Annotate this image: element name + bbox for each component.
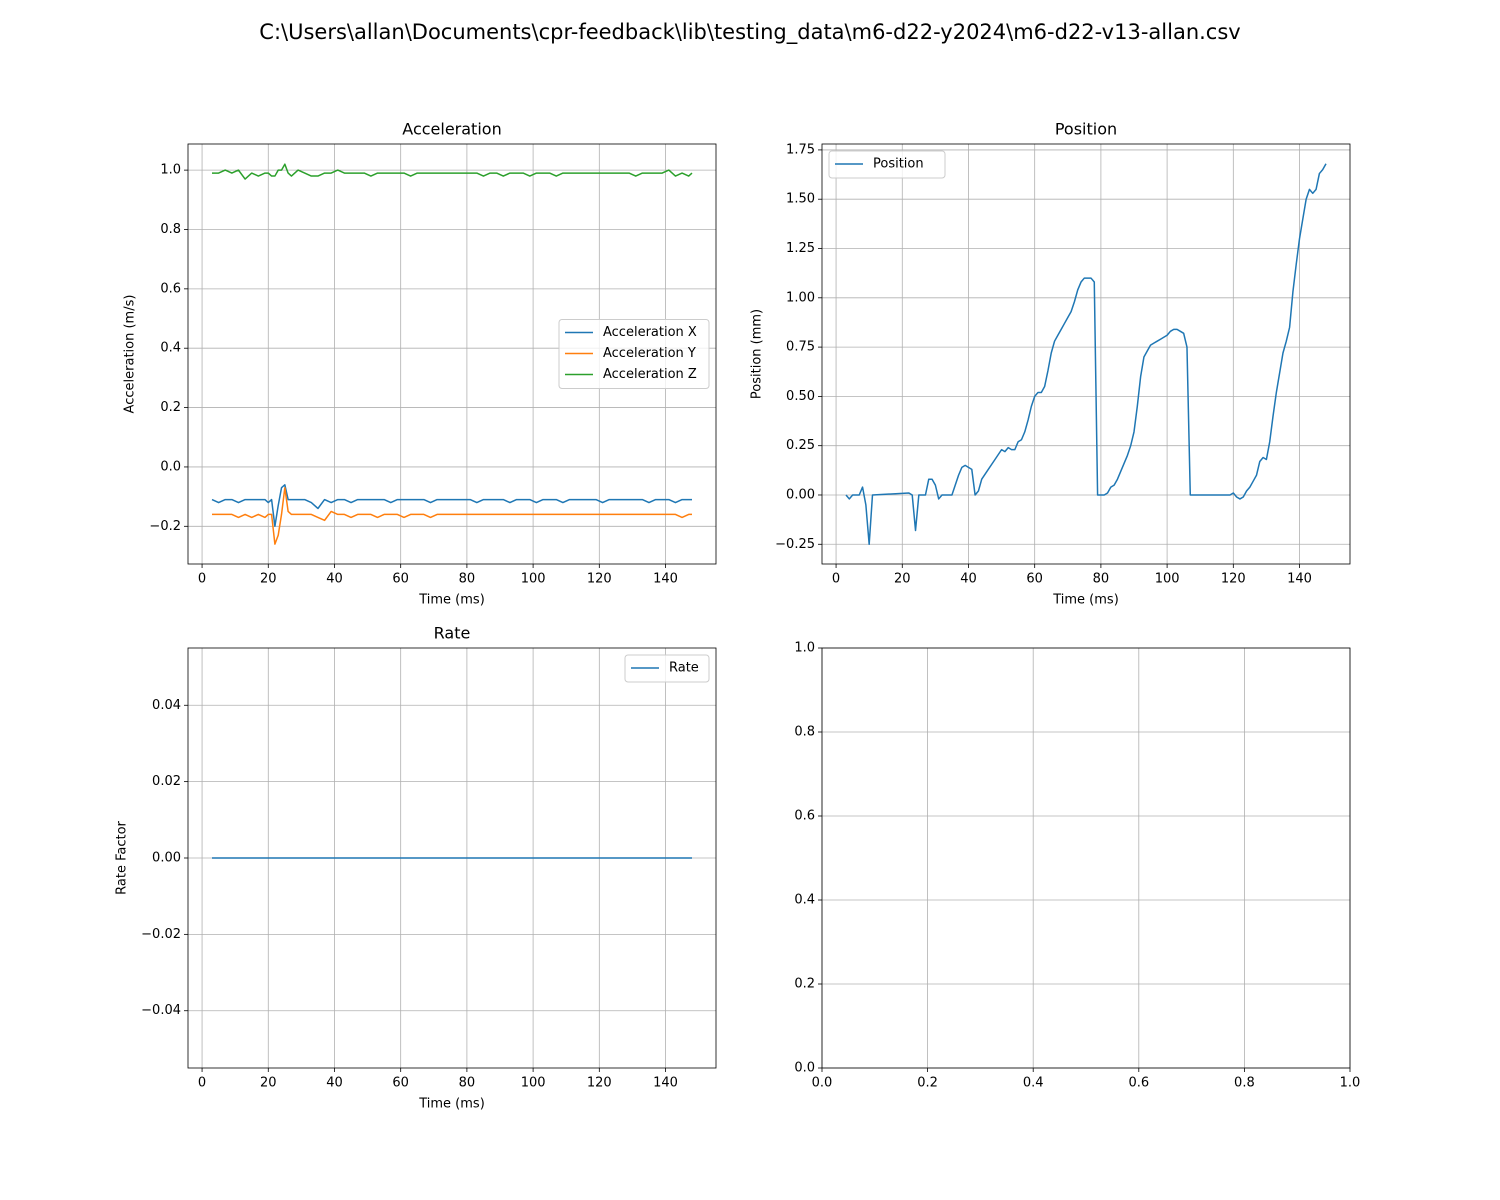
y-tick-label: 0.2 xyxy=(794,977,815,992)
subplot: 0 20 40 60 80 100 120 140 −0.2 0.0 0.2 0.4 0.6 0.8 1.0… xyxy=(123,120,717,608)
y-tick-label: 1.75 xyxy=(786,142,815,157)
x-tick-label: 60 xyxy=(392,572,409,587)
series-line xyxy=(845,163,1327,546)
legend: Acceleration X Acceleration Y Acceleration… xyxy=(558,319,710,389)
y-tick-label: 0.00 xyxy=(786,487,815,502)
y-tick-label: −0.02 xyxy=(141,927,181,942)
legend-frame xyxy=(624,654,710,683)
x-tick-label: 80 xyxy=(1093,572,1110,587)
x-tick-label: 140 xyxy=(653,1076,678,1091)
y-tick-label: 0.0 xyxy=(794,1061,815,1076)
legend-label: Position xyxy=(873,157,924,172)
x-axis-label: Time (ms) xyxy=(1052,593,1119,608)
y-tick-label: 0.50 xyxy=(786,389,815,404)
y-tick-label: 0.04 xyxy=(152,698,181,713)
x-tick-label: 120 xyxy=(587,1076,612,1091)
legend-label: Acceleration X xyxy=(603,325,697,340)
legend-frame xyxy=(828,150,946,179)
x-tick-label: 100 xyxy=(1155,572,1180,587)
series-line xyxy=(212,486,692,545)
legend-label: Acceleration Y xyxy=(603,346,696,361)
subplot: 0 20 40 60 80 100 120 140 −0.25 0.00 0.25 0.50 0.75 1… xyxy=(750,120,1351,608)
x-tick-label: 80 xyxy=(459,1076,476,1091)
legend-frame xyxy=(558,319,710,389)
y-tick-label: 1.25 xyxy=(786,241,815,256)
x-tick-label: 120 xyxy=(1221,572,1246,587)
y-tick-label: 1.0 xyxy=(794,641,815,656)
y-tick-label: 0.02 xyxy=(152,774,181,789)
axes-frame xyxy=(821,143,1351,565)
legend: Position xyxy=(828,150,946,179)
y-tick-label: 1.50 xyxy=(786,192,815,207)
subplot: 0.0 0.2 0.4 0.6 0.8 1.0 0.0 0.2 0.4 0.6 0.8 1.0 xyxy=(794,641,1360,1091)
y-axis-label: Position (mm) xyxy=(750,309,765,399)
x-tick-label: 20 xyxy=(260,572,277,587)
x-tick-label: 0.0 xyxy=(812,1076,833,1091)
x-tick-label: 0 xyxy=(198,572,206,587)
x-tick-label: 0 xyxy=(198,1076,206,1091)
x-tick-label: 100 xyxy=(521,572,546,587)
x-tick-label: 0.6 xyxy=(1128,1076,1149,1091)
x-tick-label: 40 xyxy=(960,572,977,587)
x-tick-label: 140 xyxy=(1287,572,1312,587)
x-tick-label: 1.0 xyxy=(1340,1076,1361,1091)
x-tick-label: 60 xyxy=(1026,572,1043,587)
x-tick-label: 0.8 xyxy=(1234,1076,1255,1091)
x-tick-label: 40 xyxy=(326,1076,343,1091)
x-tick-label: 0 xyxy=(832,572,840,587)
x-tick-label: 40 xyxy=(326,572,343,587)
y-tick-label: 0.25 xyxy=(786,438,815,453)
x-axis-label: Time (ms) xyxy=(418,1097,485,1112)
y-tick-label: −0.2 xyxy=(149,519,181,534)
y-tick-label: 0.8 xyxy=(794,725,815,740)
subplot-title: Position xyxy=(1055,120,1117,139)
x-tick-label: 20 xyxy=(894,572,911,587)
subplot-title: Acceleration xyxy=(402,120,501,139)
y-axis-label: Rate Factor xyxy=(115,820,130,894)
y-tick-label: 0.6 xyxy=(160,281,181,296)
x-tick-label: 20 xyxy=(260,1076,277,1091)
y-tick-label: 0.0 xyxy=(160,459,181,474)
legend-label: Rate xyxy=(669,661,699,676)
y-tick-label: 0.00 xyxy=(152,851,181,866)
axes-frame xyxy=(187,647,717,1069)
series-line xyxy=(211,484,692,528)
x-axis-label: Time (ms) xyxy=(418,593,485,608)
y-tick-label: 1.00 xyxy=(786,290,815,305)
legend: Rate xyxy=(624,654,710,683)
x-tick-label: 120 xyxy=(587,572,612,587)
x-tick-label: 0.4 xyxy=(1023,1076,1044,1091)
subplot: 0 20 40 60 80 100 120 140 −0.04 −0.02 0.00 0.02 0.04… xyxy=(115,624,717,1112)
x-tick-label: 140 xyxy=(653,572,678,587)
y-tick-label: −0.25 xyxy=(775,537,815,552)
legend-label: Acceleration Z xyxy=(603,367,697,382)
subplot-title: Rate xyxy=(434,624,471,643)
x-tick-label: 100 xyxy=(521,1076,546,1091)
x-tick-label: 80 xyxy=(459,572,476,587)
y-tick-label: 1.0 xyxy=(160,163,181,178)
figure-title: C:\Users\allan\Documents\cpr-feedback\li… xyxy=(259,20,1240,45)
y-tick-label: −0.04 xyxy=(141,1003,181,1018)
y-tick-label: 0.8 xyxy=(160,222,181,237)
y-tick-label: 0.6 xyxy=(794,809,815,824)
series-line xyxy=(212,163,693,180)
axes-frame xyxy=(187,143,717,565)
y-tick-label: 0.2 xyxy=(160,400,181,415)
y-tick-label: 0.4 xyxy=(794,893,815,908)
axes-frame xyxy=(821,647,1351,1069)
y-tick-label: 0.75 xyxy=(786,340,815,355)
x-tick-label: 60 xyxy=(392,1076,409,1091)
y-tick-label: 0.4 xyxy=(160,341,181,356)
y-axis-label: Acceleration (m/s) xyxy=(123,295,138,414)
x-tick-label: 0.2 xyxy=(917,1076,938,1091)
